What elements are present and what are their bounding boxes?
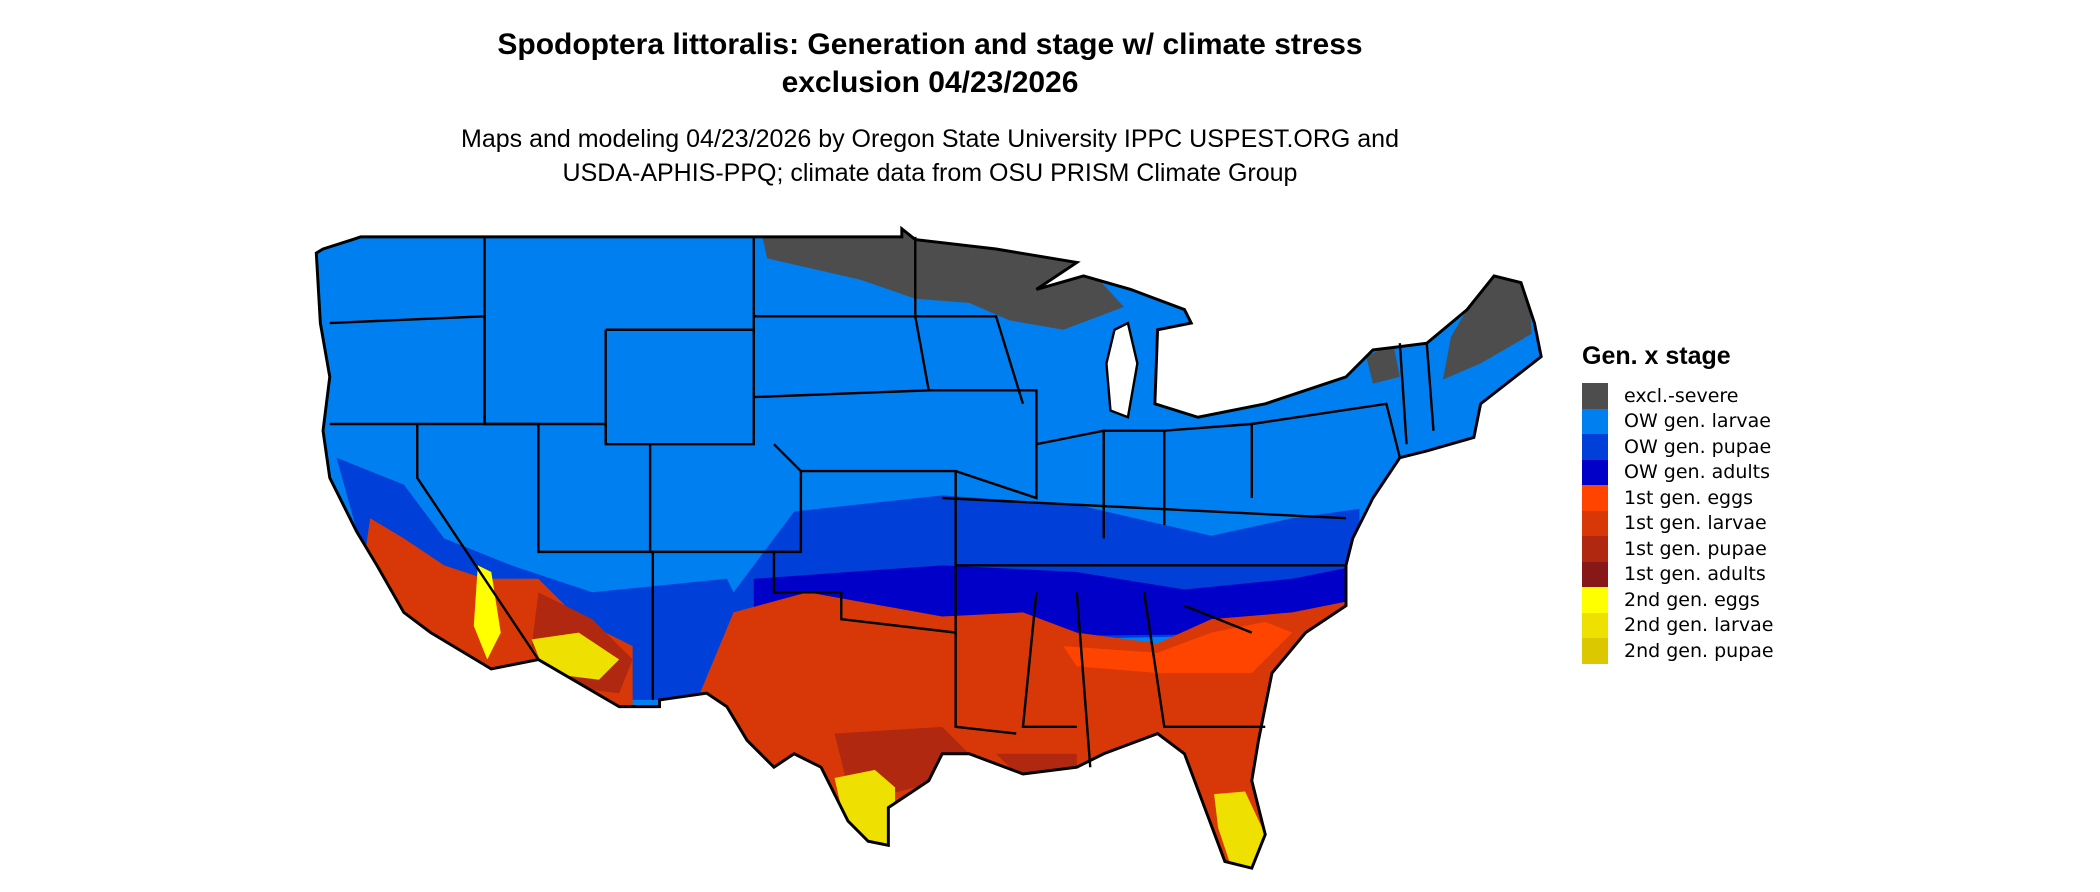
- legend-label: 1st gen. pupae: [1624, 537, 1767, 560]
- legend-item: 2nd gen. eggs: [1582, 587, 1774, 613]
- legend-label: 2nd gen. pupae: [1624, 639, 1774, 662]
- legend-swatch: [1582, 638, 1608, 664]
- legend-label: excl.-severe: [1624, 384, 1739, 407]
- legend-item: 1st gen. larvae: [1582, 510, 1774, 536]
- legend-label: 2nd gen. eggs: [1624, 588, 1760, 611]
- legend-label: OW gen. adults: [1624, 461, 1771, 484]
- map-title: Spodoptera littoralis: Generation and st…: [497, 28, 1363, 99]
- legend-swatch: [1582, 561, 1608, 587]
- region-1st-eggs: [1063, 621, 1293, 673]
- legend-item: OW gen. pupae: [1582, 434, 1774, 460]
- legend-label: 1st gen. adults: [1624, 563, 1766, 586]
- legend-item: 2nd gen. larvae: [1582, 612, 1774, 638]
- map-regions: [316, 228, 1542, 869]
- legend-label: 1st gen. eggs: [1624, 486, 1754, 509]
- region-2nd-larvae-tx: [834, 769, 896, 848]
- legend-label: OW gen. larvae: [1624, 410, 1771, 433]
- legend-swatch: [1582, 510, 1608, 536]
- us-outline: [314, 225, 1543, 870]
- legend-swatch: [1582, 434, 1608, 460]
- legend-swatch: [1582, 408, 1608, 434]
- legend-label: 1st gen. larvae: [1624, 512, 1767, 535]
- legend-item: OW gen. adults: [1582, 459, 1774, 485]
- legend-swatch: [1582, 612, 1608, 638]
- legend-title: Gen. x stage: [1582, 342, 1731, 370]
- legend-item: OW gen. larvae: [1582, 408, 1774, 434]
- map-subtitle: Maps and modeling 04/23/2026 by Oregon S…: [461, 125, 1399, 187]
- lake-michigan: [1105, 321, 1139, 419]
- legend-item: 1st gen. adults: [1582, 561, 1774, 587]
- legend-swatch: [1582, 459, 1608, 485]
- legend-item: 2nd gen. pupae: [1582, 638, 1774, 664]
- legend: Gen. x stage excl.-severe OW gen. larvae O…: [1582, 342, 1774, 664]
- legend-swatch: [1582, 485, 1608, 511]
- region-excl-severe-maine: [1442, 269, 1532, 380]
- state-borders: [329, 236, 1435, 768]
- legend-item: 1st gen. eggs: [1582, 485, 1774, 511]
- legend-label: 2nd gen. larvae: [1624, 614, 1774, 637]
- legend-swatch: [1582, 536, 1608, 562]
- legend-swatch: [1582, 383, 1608, 409]
- region-2nd-eggs-ca: [473, 565, 501, 660]
- legend-swatch: [1582, 587, 1608, 613]
- legend-label: OW gen. pupae: [1624, 435, 1772, 458]
- legend-item: excl.-severe: [1582, 383, 1774, 409]
- region-excl-severe-ny: [1366, 343, 1400, 384]
- legend-item: 1st gen. pupae: [1582, 536, 1774, 562]
